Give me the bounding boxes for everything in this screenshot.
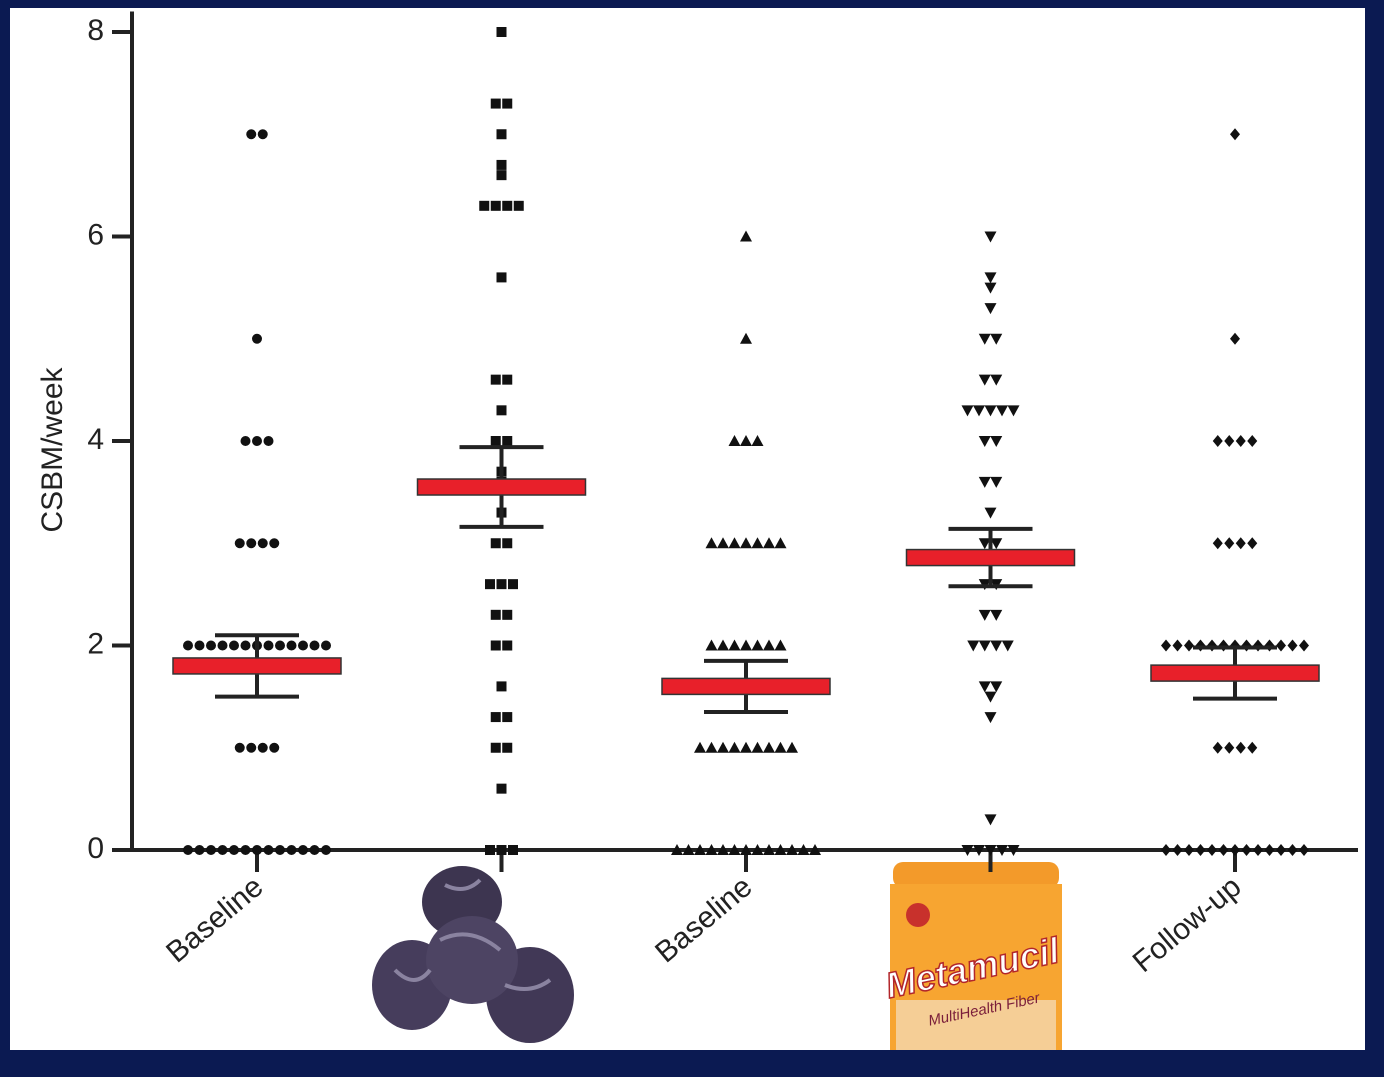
data-point (497, 681, 507, 691)
data-point (287, 641, 297, 651)
plot-background (10, 8, 1365, 1050)
data-point (502, 641, 512, 651)
data-point (497, 784, 507, 794)
data-point (235, 538, 245, 548)
mean-bar (907, 550, 1075, 566)
data-point (497, 579, 507, 589)
data-point (195, 641, 205, 651)
data-point (206, 845, 216, 855)
data-point (258, 129, 268, 139)
data-point (508, 845, 518, 855)
y-tick-label: 2 (87, 627, 104, 660)
mean-bar (173, 658, 341, 674)
data-point (502, 610, 512, 620)
data-point (269, 743, 279, 753)
data-point (258, 743, 268, 753)
data-point (183, 845, 193, 855)
data-point (502, 99, 512, 109)
data-point (252, 845, 262, 855)
data-point (497, 129, 507, 139)
data-point (502, 436, 512, 446)
data-point (497, 845, 507, 855)
data-point (269, 538, 279, 548)
mean-bar (1151, 665, 1319, 681)
data-point (229, 845, 239, 855)
data-point (497, 170, 507, 180)
data-point (485, 579, 495, 589)
data-point (275, 845, 285, 855)
mean-bar (418, 479, 586, 495)
y-tick-label: 6 (87, 218, 104, 251)
data-point (235, 743, 245, 753)
data-point (491, 201, 501, 211)
data-point (491, 436, 501, 446)
data-point (497, 272, 507, 282)
data-point (246, 538, 256, 548)
data-point (508, 579, 518, 589)
data-point (491, 743, 501, 753)
y-tick-label: 0 (87, 832, 104, 865)
data-point (195, 845, 205, 855)
data-point (229, 641, 239, 651)
metamucil-image: Metamucil MultiHealth Fiber (882, 862, 1064, 1050)
data-point (206, 641, 216, 651)
data-point (252, 334, 262, 344)
data-point (298, 641, 308, 651)
y-axis-label: CSBM/week (36, 366, 69, 532)
data-point (264, 845, 274, 855)
chart: Metamucil MultiHealth Fiber CSBM/week 0 2… (0, 0, 1384, 1077)
data-point (218, 641, 228, 651)
data-point (252, 436, 262, 446)
data-point (310, 845, 320, 855)
y-tick-label: 4 (87, 423, 104, 456)
data-point (321, 845, 331, 855)
data-point (246, 743, 256, 753)
data-point (502, 201, 512, 211)
data-point (491, 712, 501, 722)
data-point (264, 436, 274, 446)
data-point (264, 641, 274, 651)
data-point (485, 845, 495, 855)
data-point (258, 538, 268, 548)
data-point (298, 845, 308, 855)
data-point (479, 201, 489, 211)
data-point (502, 538, 512, 548)
data-point (310, 641, 320, 651)
data-point (241, 641, 251, 651)
data-point (491, 641, 501, 651)
data-point (183, 641, 193, 651)
page: {"chart_data": { "type": "scatter", "y_l… (0, 0, 1384, 1077)
data-point (491, 99, 501, 109)
y-tick-label: 8 (87, 14, 104, 47)
data-point (497, 27, 507, 37)
data-point (497, 160, 507, 170)
data-point (275, 641, 285, 651)
data-point (491, 375, 501, 385)
data-point (246, 129, 256, 139)
data-point (321, 641, 331, 651)
data-point (491, 610, 501, 620)
data-point (241, 845, 251, 855)
data-point (241, 436, 251, 446)
data-point (502, 743, 512, 753)
mean-bar (662, 678, 830, 694)
data-point (497, 405, 507, 415)
data-point (287, 845, 297, 855)
data-point (502, 375, 512, 385)
data-point (491, 538, 501, 548)
data-point (218, 845, 228, 855)
data-point (502, 712, 512, 722)
data-point (514, 201, 524, 211)
